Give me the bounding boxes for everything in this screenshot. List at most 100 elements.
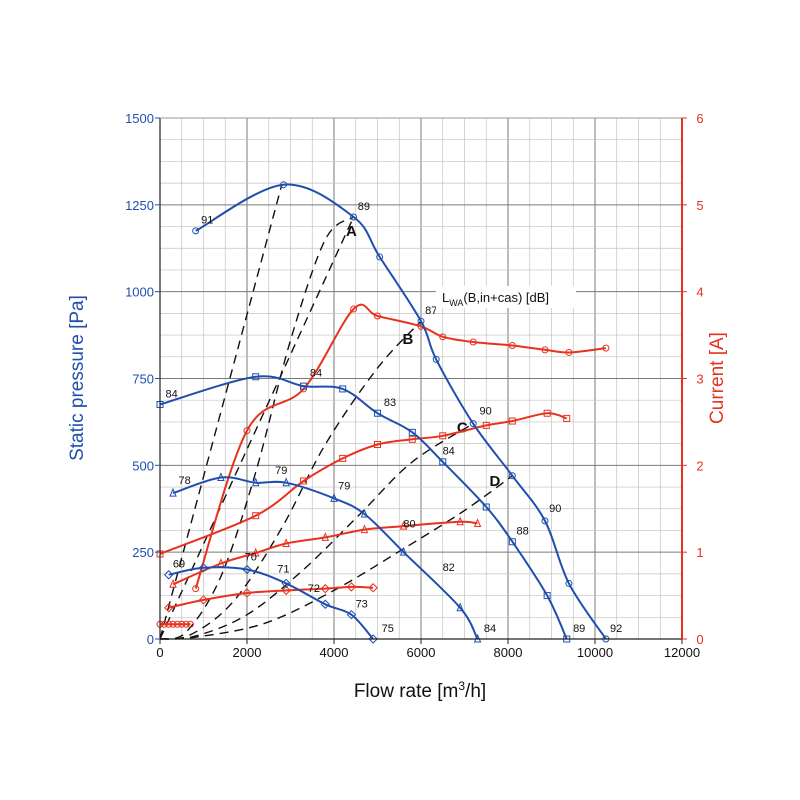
sound-level-label: 75: [382, 623, 394, 635]
pressure-point: [163, 570, 174, 580]
current-point: [565, 348, 573, 356]
legend-text-rest: (B,in+cas) [dB]: [463, 290, 549, 305]
pressure-point: [368, 634, 378, 644]
y-right-tick-label: 2: [696, 458, 703, 473]
x-axis-label-sup: 3: [458, 679, 465, 693]
current-point: [473, 518, 482, 528]
pressure-point: [360, 508, 369, 518]
current-point: [252, 512, 260, 520]
y-right-tick-label: 0: [696, 632, 703, 647]
y-left-tick-label: 1000: [125, 285, 154, 300]
pressure-point: [376, 253, 384, 261]
y-left-tick-label: 1250: [125, 198, 154, 213]
sound-level-label: 88: [517, 526, 529, 538]
x-tick-label: 0: [156, 645, 163, 660]
x-axis-label: Flow rate [m3/h]: [354, 679, 486, 702]
current-point: [320, 583, 331, 594]
pressure-curves: [156, 181, 610, 644]
current-point: [469, 338, 477, 346]
pressure-curve-2: [159, 375, 568, 640]
sound-level-label: 73: [356, 598, 368, 610]
sound-level-label: 84: [443, 446, 455, 458]
grid: [159, 117, 683, 640]
pressure-point: [399, 546, 408, 556]
current-point: [399, 520, 408, 530]
current-point: [541, 346, 549, 354]
sound-level-label: 82: [443, 562, 455, 574]
sound-level-label: 72: [308, 583, 320, 595]
current-point: [456, 516, 464, 526]
pressure-point: [439, 458, 447, 466]
pressure-point: [251, 477, 260, 487]
current-point: [543, 409, 551, 417]
current-point: [242, 588, 252, 598]
sound-level-label: 71: [277, 564, 289, 576]
pressure-point: [432, 355, 440, 363]
sound-level-label: 79: [338, 480, 350, 492]
x-tick-label: 10000: [577, 645, 613, 660]
current-point: [563, 414, 571, 422]
y-right-tick-label: 1: [696, 545, 703, 560]
pressure-point: [330, 493, 338, 502]
pressure-point: [469, 420, 477, 428]
current-point: [368, 583, 378, 593]
x-tick-label: 4000: [320, 645, 349, 660]
y-right-tick-label: 6: [696, 111, 703, 126]
pressure-point: [280, 181, 288, 189]
system-line-B: [159, 320, 422, 640]
pressure-point: [482, 503, 490, 511]
current-point: [163, 603, 174, 613]
current-point: [508, 417, 516, 425]
system-line-label-B: B: [403, 331, 414, 348]
current-point: [374, 312, 381, 320]
legend-text-main: L: [442, 290, 449, 305]
current-point: [482, 421, 490, 429]
system-line-extra-5: [159, 216, 355, 640]
current-point: [602, 344, 610, 352]
x-tick-label: 6000: [407, 645, 436, 660]
pressure-curve-3: [172, 476, 479, 640]
current-point: [439, 333, 447, 341]
sound-level-label: 70: [245, 552, 257, 564]
pressure-point: [543, 592, 551, 600]
pressure-point: [508, 472, 516, 480]
system-line-label-C: C: [457, 419, 468, 436]
system-line-extra-4: [159, 184, 283, 640]
current-point: [321, 532, 330, 541]
current-curve-2: [159, 412, 568, 555]
current-point: [508, 342, 516, 350]
current-point: [192, 585, 200, 593]
current-point: [160, 620, 168, 628]
y-right-tick-label: 3: [696, 372, 703, 387]
pressure-curve-1: [195, 183, 607, 640]
current-curve-3: [172, 520, 478, 586]
system-line-A: [159, 216, 355, 640]
current-point: [178, 620, 186, 628]
sound-level-label: 84: [310, 368, 322, 380]
current-point: [169, 579, 177, 588]
current-point: [350, 305, 358, 313]
pressure-point: [198, 563, 209, 573]
pressure-point: [169, 487, 177, 497]
current-point: [173, 620, 181, 628]
y-left-tick-label: 250: [132, 545, 154, 560]
legend-box: LWA(B,in+cas) [dB]: [436, 286, 576, 308]
sound-level-label: 79: [275, 465, 287, 477]
svg-text:LWA(B,in+cas) [dB]: LWA(B,in+cas) [dB]: [442, 290, 549, 308]
current-point: [243, 427, 251, 435]
pressure-point: [565, 579, 573, 587]
pressure-point: [508, 538, 516, 546]
sound-level-label: 84: [484, 623, 496, 635]
y-right-tick-label: 4: [696, 285, 703, 300]
pressure-point: [417, 317, 425, 325]
pressure-point: [300, 382, 308, 390]
pressure-point: [320, 599, 331, 609]
y-axis-left-label: Static pressure [Pa]: [67, 295, 88, 461]
current-point: [281, 585, 291, 596]
pressure-point: [282, 477, 290, 487]
x-tick-label: 8000: [494, 645, 523, 660]
sound-level-label: 84: [165, 388, 177, 400]
current-point: [182, 620, 190, 628]
sound-level-label: 91: [201, 215, 213, 227]
current-point: [282, 538, 290, 547]
